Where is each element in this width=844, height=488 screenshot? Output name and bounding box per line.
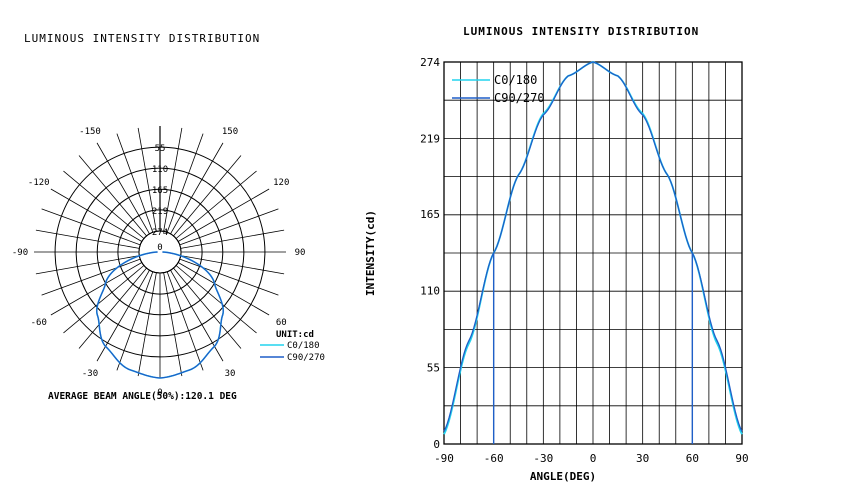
polar-spoke	[173, 267, 242, 349]
polar-series-C90-270	[96, 251, 224, 379]
legend-label: C90/270	[494, 91, 545, 105]
y-tick-label: 219	[420, 133, 440, 146]
polar-spoke	[179, 258, 279, 296]
polar-radial-tick-label: 55	[155, 144, 166, 154]
polar-angle-label: 90	[295, 248, 306, 258]
x-tick-label: 30	[636, 452, 649, 465]
y-tick-label: 274	[420, 56, 440, 69]
x-tick-label: -90	[434, 452, 454, 465]
polar-spoke	[96, 142, 150, 235]
polar-spoke	[166, 133, 204, 233]
polar-spoke	[78, 155, 147, 237]
y-axis-label: INTENSITY(cd)	[364, 210, 377, 296]
polar-radial-tick-label: 0	[157, 243, 162, 253]
polar-radial-tick-label: 219	[152, 207, 168, 217]
polar-spoke	[63, 170, 145, 239]
polar-angle-label: -30	[82, 369, 98, 379]
polar-spoke	[177, 188, 270, 242]
polar-radial-tick-label: 274	[152, 228, 168, 238]
y-tick-label: 0	[433, 438, 440, 451]
polar-spoke	[41, 258, 141, 296]
x-tick-label: 0	[590, 452, 597, 465]
polar-spoke	[116, 133, 154, 233]
polar-angle-label: 120	[273, 178, 289, 188]
polar-spoke	[50, 188, 143, 242]
polar-angle-label: -150	[79, 127, 101, 137]
polar-spoke	[180, 229, 285, 249]
polar-spoke	[78, 267, 147, 349]
polar-spoke	[35, 255, 140, 275]
polar-angle-label: -120	[28, 178, 50, 188]
beam-angle-footer: AVERAGE BEAM ANGLE(50%):120.1 DEG	[48, 391, 237, 402]
polar-angle-label: 30	[225, 369, 236, 379]
polar-spoke	[35, 229, 140, 249]
polar-angle-label: 150	[222, 127, 238, 137]
polar-spoke	[41, 208, 141, 246]
polar-spoke	[63, 265, 145, 334]
polar-legend-label: C0/180	[287, 341, 320, 351]
polar-spoke	[163, 272, 183, 377]
polar-spoke	[166, 271, 204, 371]
polar-spoke	[170, 142, 224, 235]
y-tick-label: 110	[420, 285, 440, 298]
polar-angle-label: 0	[157, 388, 162, 398]
polar-spoke	[175, 170, 257, 239]
polar-spoke	[163, 127, 183, 232]
polar-radial-tick-label: 165	[152, 186, 168, 196]
y-tick-label: 55	[427, 361, 440, 374]
y-tick-label: 165	[420, 208, 440, 221]
polar-chart-title: LUMINOUS INTENSITY DISTRIBUTION	[24, 32, 261, 45]
cartesian-chart-title: LUMINOUS INTENSITY DISTRIBUTION	[463, 25, 700, 38]
x-axis-label: ANGLE(DEG)	[530, 470, 596, 483]
polar-spoke	[50, 262, 143, 316]
x-tick-label: -30	[533, 452, 553, 465]
polar-spoke	[177, 262, 270, 316]
polar-spoke	[137, 127, 157, 232]
polar-legend-label: C90/270	[287, 353, 325, 363]
polar-unit-label: UNIT:cd	[276, 330, 314, 340]
polar-angle-label: -90	[12, 248, 28, 258]
polar-spoke	[173, 155, 242, 237]
polar-spoke	[175, 265, 257, 334]
x-tick-label: 90	[735, 452, 748, 465]
polar-spoke	[180, 255, 285, 275]
polar-spoke	[137, 272, 157, 377]
x-tick-label: 60	[686, 452, 699, 465]
polar-spoke	[116, 271, 154, 371]
polar-angle-label: 60	[276, 318, 287, 328]
x-tick-label: -60	[484, 452, 504, 465]
polar-radial-tick-label: 110	[152, 165, 168, 175]
legend-label: C0/180	[494, 73, 537, 87]
polar-angle-label: -60	[31, 318, 47, 328]
polar-spoke	[179, 208, 279, 246]
